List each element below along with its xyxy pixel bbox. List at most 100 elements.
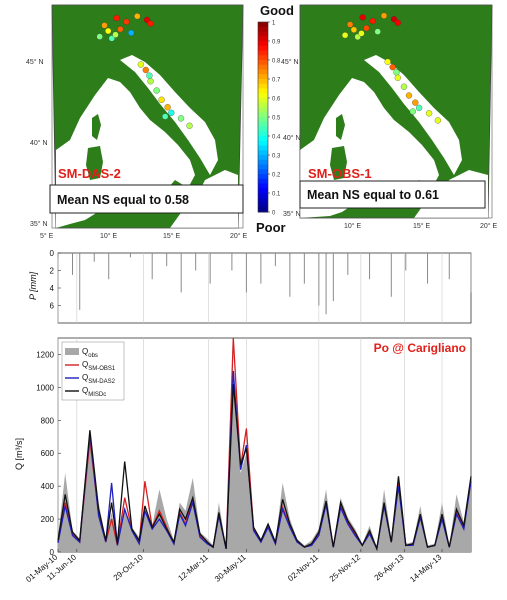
rainfall-gridlines — [57, 253, 443, 323]
map-left-lat-tick-2: 40° N — [30, 139, 48, 147]
discharge-y-ticks: 0 200 400 600 800 1000 1200 — [36, 350, 61, 557]
map-left-lon-tick-2: 10° E — [100, 232, 118, 240]
discharge-ytick-label: 1200 — [36, 350, 54, 359]
colorbar-cell — [258, 102, 268, 108]
map-right-island-corsica — [336, 114, 345, 140]
discharge-xtick-label: 30-May-11 — [213, 552, 248, 583]
map-right-stat-box — [299, 180, 486, 209]
colorbar-cell — [258, 207, 268, 213]
series-line-sm-das2 — [57, 370, 472, 551]
colorbar-cell — [258, 193, 268, 199]
rainfall-ytick-label: 6 — [50, 302, 55, 311]
discharge-ytick-label: 1000 — [36, 383, 54, 392]
station-marker — [162, 113, 169, 120]
station-marker — [168, 109, 175, 116]
colorbar-tick-label: 0.5 — [272, 116, 281, 122]
colorbar-cell — [258, 140, 268, 146]
station-marker — [384, 58, 391, 65]
station-marker — [346, 21, 354, 28]
station-marker — [412, 99, 419, 106]
station-marker — [358, 30, 365, 37]
station-marker — [393, 69, 400, 76]
map-left-frame — [51, 4, 244, 229]
station-marker — [96, 33, 103, 40]
colorbar-cell — [258, 112, 268, 118]
rainfall-panel: 0 2 4 6 P [mm] — [28, 249, 472, 324]
series-area-q-obs — [58, 387, 471, 552]
rainfall-ytick-label: 2 — [50, 267, 55, 276]
station-marker — [153, 87, 160, 94]
map-left-lon-tick-4: 20° E — [230, 232, 248, 240]
station-marker — [341, 32, 349, 39]
colorbar-cell — [258, 145, 268, 151]
discharge-xtick-label: 25-Nov-12 — [328, 552, 363, 583]
station-marker — [113, 14, 120, 22]
colorbar-cell — [258, 55, 268, 61]
colorbar-cell — [258, 64, 268, 70]
station-marker — [369, 17, 376, 25]
colorbar-cell — [258, 178, 268, 184]
map-left-lat-tick-3: 35° N — [30, 220, 48, 228]
colorbar-tick-label: 1 — [272, 21, 276, 27]
colorbar-cell — [258, 107, 268, 113]
map-right-title: SM-OBS-1 — [308, 166, 372, 181]
colorbar-tick-label: 0.8 — [272, 59, 281, 65]
colorbar-cell — [258, 202, 268, 208]
station-marker — [389, 63, 396, 71]
colorbar-tick-label: 0.1 — [272, 192, 281, 198]
discharge-ytick-label: 800 — [41, 416, 55, 425]
map-left-sea-east — [120, 55, 218, 175]
colorbar-gradient — [258, 22, 268, 213]
colorbar-cell — [258, 188, 268, 194]
station-marker — [142, 66, 149, 74]
map-right-stations — [341, 12, 442, 124]
discharge-xtick-label: 26-Apr-13 — [373, 552, 406, 582]
colorbar-cell — [258, 197, 268, 203]
discharge-ytick-label: 600 — [41, 449, 55, 458]
discharge-xtick-label: 02-Nov-11 — [286, 552, 320, 583]
colorbar-tick-label: 0.2 — [272, 173, 281, 179]
station-marker — [415, 104, 423, 112]
map-left-lon-tick-3: 15° E — [163, 232, 181, 240]
colorbar-cell — [258, 150, 268, 156]
legend-swatch — [65, 348, 79, 355]
station-marker — [400, 83, 408, 90]
map-right-lon-tick-3: 20° E — [480, 222, 498, 230]
station-marker — [147, 78, 154, 85]
station-marker — [425, 110, 433, 117]
station-marker — [394, 74, 401, 81]
map-left-stat-box — [49, 184, 244, 214]
colorbar-cell — [258, 155, 268, 161]
colorbar-cell — [258, 131, 268, 137]
map-right-lat-tick-2: 40° N — [283, 134, 301, 142]
colorbar-cell — [258, 88, 268, 94]
colorbar-cell — [258, 169, 268, 175]
discharge-xtick-label: 14-May-13 — [408, 552, 443, 584]
colorbar-cell — [258, 45, 268, 51]
station-marker — [164, 104, 171, 111]
map-right-lat-tick-3: 35° N — [283, 210, 301, 218]
station-marker — [177, 115, 185, 122]
map-right-lon-tick-1: 10° E — [344, 222, 362, 230]
discharge-title: Po @ Carigliano — [374, 341, 466, 355]
map-right-island-sardinia — [330, 146, 347, 180]
colorbar-tick-label: 0.3 — [272, 154, 281, 160]
discharge-ytick-label: 200 — [41, 515, 55, 524]
colorbar-cell — [258, 126, 268, 132]
colorbar-ticks: 1 0.9 0.8 0.7 0.6 0.5 0.4 0.3 0.2 0.1 0 — [268, 21, 281, 217]
station-marker — [146, 72, 153, 79]
colorbar-cell — [258, 26, 268, 32]
station-marker — [374, 28, 381, 35]
station-marker — [137, 61, 145, 68]
colorbar-cell — [258, 31, 268, 37]
rainfall-ytick-label: 4 — [50, 284, 55, 293]
colorbar-tick-label: 0 — [272, 211, 276, 217]
colorbar-cell — [258, 50, 268, 56]
station-marker — [394, 19, 401, 26]
map-right-lon-tick-2: 15° E — [413, 222, 431, 230]
colorbar-cell — [258, 60, 268, 66]
rainfall-ytick-label: 0 — [50, 249, 55, 258]
